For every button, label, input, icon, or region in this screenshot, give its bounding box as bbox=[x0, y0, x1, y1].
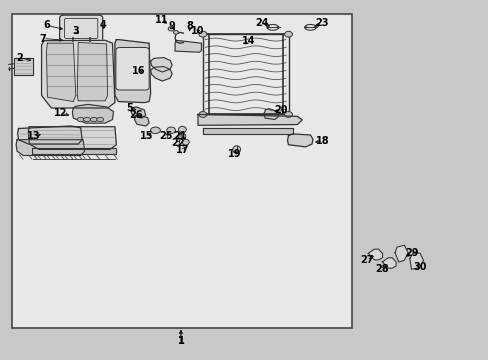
Polygon shape bbox=[16, 140, 84, 156]
Polygon shape bbox=[77, 42, 107, 101]
Text: 28: 28 bbox=[375, 264, 388, 274]
Ellipse shape bbox=[199, 31, 206, 37]
Polygon shape bbox=[134, 115, 149, 126]
Text: 3: 3 bbox=[72, 26, 79, 36]
Text: 12: 12 bbox=[54, 108, 68, 118]
Ellipse shape bbox=[77, 117, 84, 122]
Polygon shape bbox=[198, 114, 302, 125]
Polygon shape bbox=[131, 107, 145, 118]
Text: 9: 9 bbox=[168, 21, 175, 31]
Ellipse shape bbox=[232, 146, 240, 153]
FancyBboxPatch shape bbox=[116, 48, 149, 90]
Ellipse shape bbox=[150, 127, 160, 134]
Text: 18: 18 bbox=[315, 136, 329, 146]
Ellipse shape bbox=[178, 126, 186, 133]
Ellipse shape bbox=[284, 112, 292, 117]
Polygon shape bbox=[32, 148, 116, 154]
Text: 17: 17 bbox=[175, 145, 189, 156]
Text: 7: 7 bbox=[40, 33, 46, 44]
Polygon shape bbox=[287, 134, 312, 147]
Text: 14: 14 bbox=[241, 36, 255, 46]
FancyBboxPatch shape bbox=[60, 15, 102, 42]
Ellipse shape bbox=[90, 117, 97, 122]
Polygon shape bbox=[409, 253, 423, 269]
Text: 29: 29 bbox=[404, 248, 418, 258]
Text: 30: 30 bbox=[413, 262, 427, 272]
Polygon shape bbox=[367, 249, 382, 260]
Text: 10: 10 bbox=[191, 26, 204, 36]
Ellipse shape bbox=[173, 31, 178, 34]
Text: 5: 5 bbox=[126, 103, 133, 113]
Text: 26: 26 bbox=[129, 110, 142, 120]
Text: 27: 27 bbox=[359, 255, 373, 265]
Text: 1: 1 bbox=[177, 336, 184, 346]
Text: 8: 8 bbox=[186, 21, 193, 31]
Polygon shape bbox=[264, 109, 278, 120]
Text: 23: 23 bbox=[314, 18, 328, 28]
Ellipse shape bbox=[178, 133, 185, 139]
Text: 1: 1 bbox=[177, 336, 184, 346]
Ellipse shape bbox=[168, 27, 174, 31]
Ellipse shape bbox=[97, 117, 103, 122]
Polygon shape bbox=[203, 128, 293, 134]
Text: 4: 4 bbox=[99, 20, 106, 30]
Polygon shape bbox=[14, 58, 33, 75]
Ellipse shape bbox=[83, 117, 90, 122]
Ellipse shape bbox=[166, 127, 175, 134]
Text: 20: 20 bbox=[274, 105, 287, 115]
Text: 15: 15 bbox=[140, 131, 153, 141]
Polygon shape bbox=[150, 58, 172, 72]
Polygon shape bbox=[41, 40, 115, 108]
Bar bbox=[12, 14, 351, 328]
Polygon shape bbox=[18, 126, 82, 144]
Text: 11: 11 bbox=[154, 15, 168, 25]
Polygon shape bbox=[175, 40, 201, 52]
Polygon shape bbox=[46, 43, 76, 102]
Polygon shape bbox=[28, 127, 116, 149]
Ellipse shape bbox=[284, 31, 292, 37]
Ellipse shape bbox=[199, 112, 206, 117]
Text: 16: 16 bbox=[131, 66, 145, 76]
Text: 13: 13 bbox=[26, 131, 40, 141]
Polygon shape bbox=[115, 40, 150, 103]
Polygon shape bbox=[394, 245, 407, 262]
Text: 2: 2 bbox=[16, 53, 23, 63]
Text: 21: 21 bbox=[173, 131, 186, 141]
Ellipse shape bbox=[182, 139, 189, 145]
Text: 22: 22 bbox=[170, 138, 184, 148]
Polygon shape bbox=[150, 67, 172, 81]
Polygon shape bbox=[382, 258, 395, 268]
Text: 6: 6 bbox=[43, 20, 50, 30]
Text: 24: 24 bbox=[254, 18, 268, 28]
Text: 25: 25 bbox=[159, 131, 173, 141]
Text: 19: 19 bbox=[227, 149, 241, 159]
Polygon shape bbox=[72, 104, 113, 123]
